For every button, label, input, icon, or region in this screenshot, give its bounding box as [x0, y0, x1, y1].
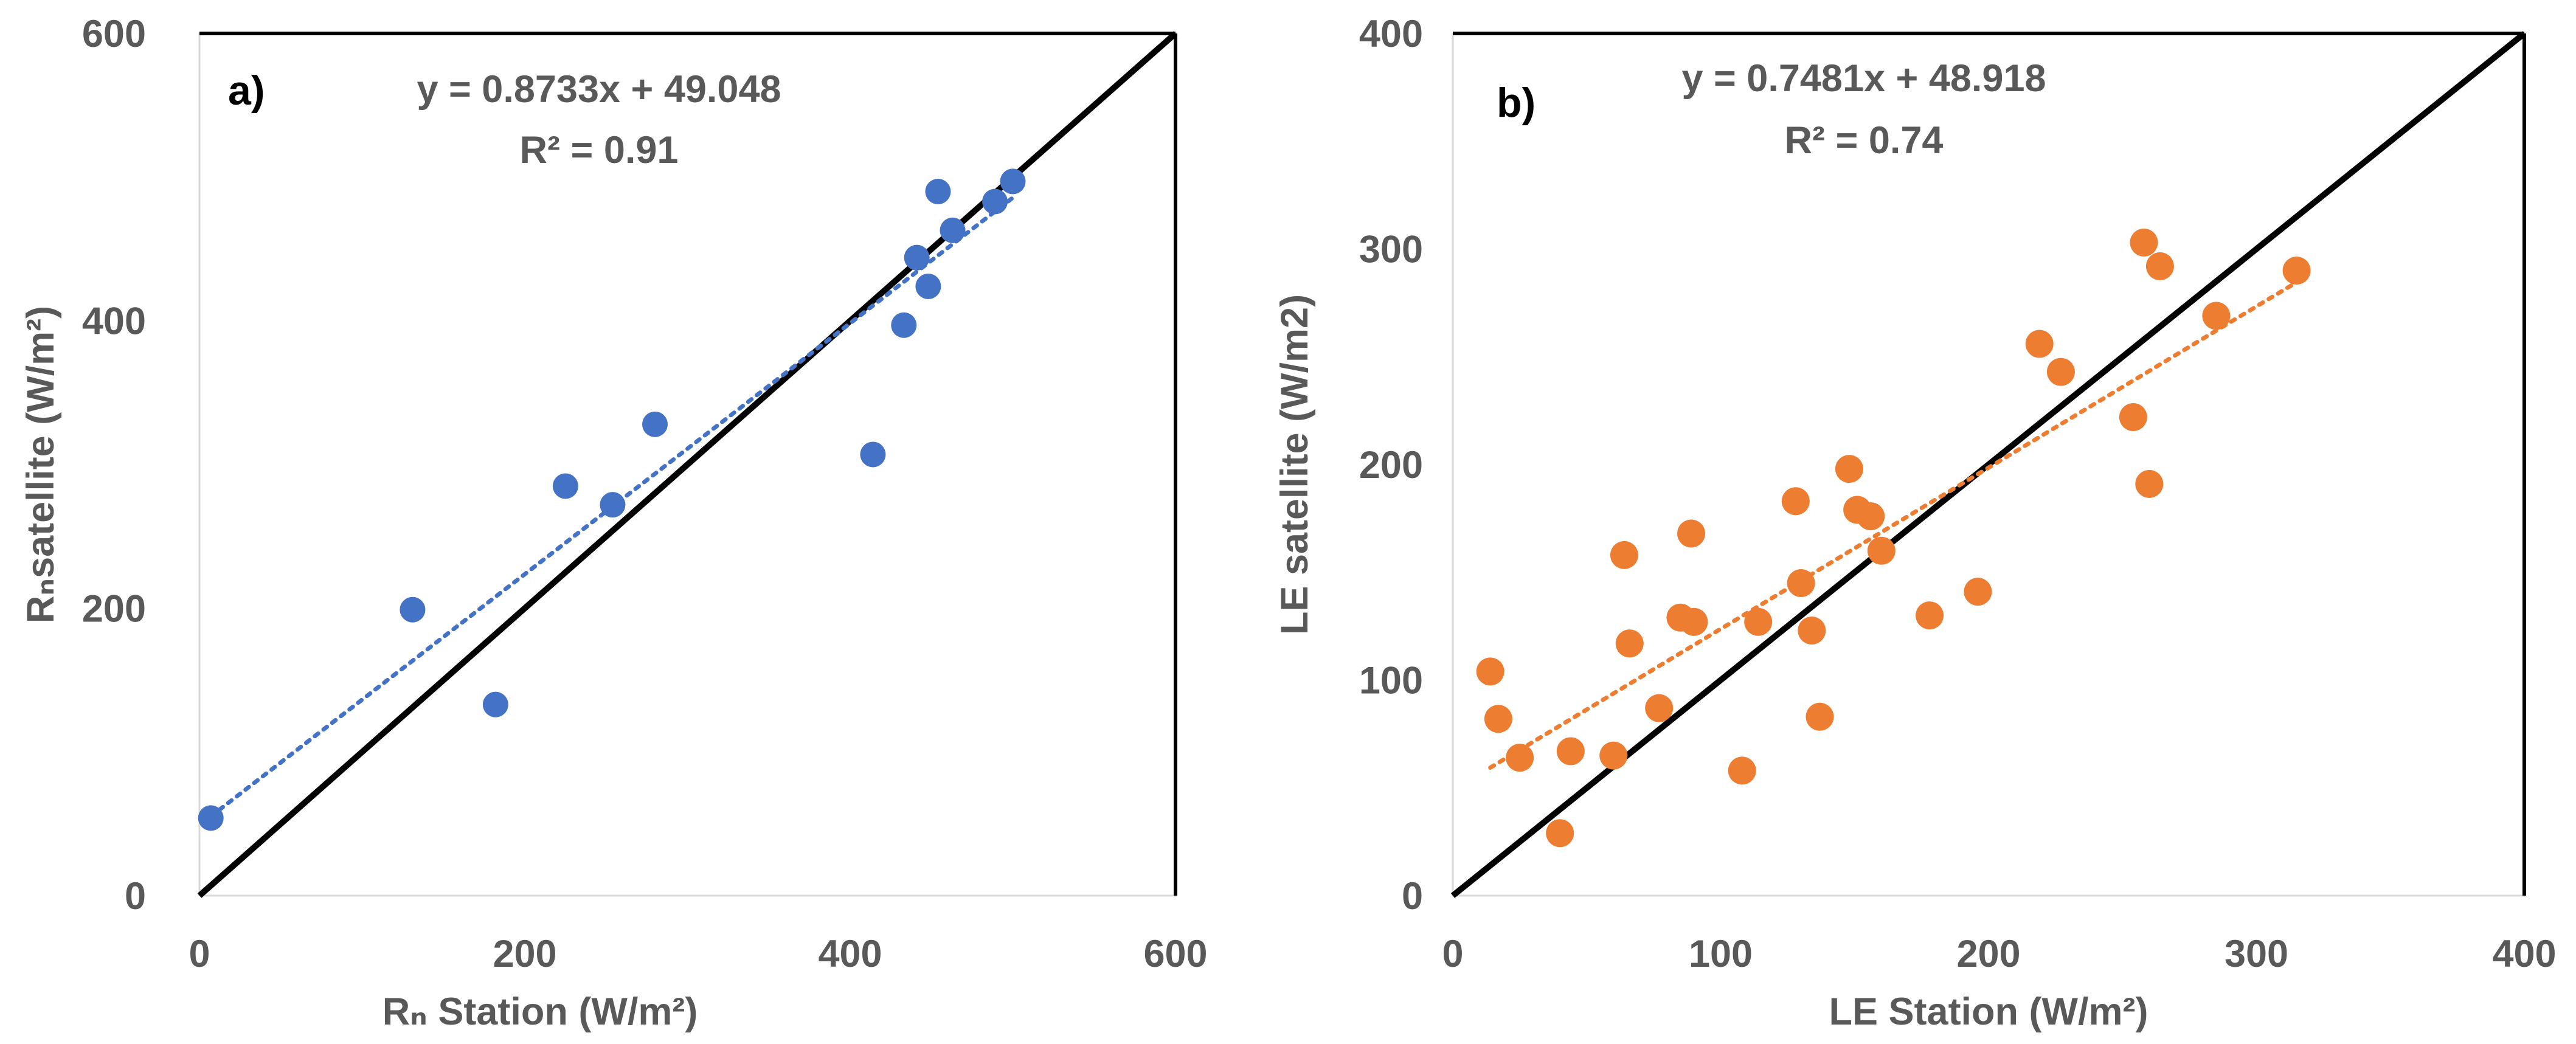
data-point	[642, 411, 668, 437]
y-tick-label: 200	[1359, 444, 1423, 486]
data-point	[600, 492, 626, 518]
x-tick-label: 300	[2225, 933, 2288, 975]
data-point	[925, 178, 951, 204]
panel-a: 0 200 400 600 0 200 400 600 a) y = 0.8733x + 4…	[19, 13, 1208, 1033]
data-point	[1680, 607, 1708, 636]
y-tick-label: 0	[1402, 875, 1423, 918]
data-point	[1964, 578, 1992, 606]
data-point	[482, 691, 508, 717]
data-point	[1867, 536, 1896, 565]
panel-label-a: a)	[228, 67, 265, 114]
panel-label-bg-a	[207, 49, 292, 140]
data-point	[2119, 403, 2147, 432]
equation-b: y = 0.7481x + 48.918	[1681, 57, 2046, 100]
x-tick-label: 0	[189, 933, 210, 975]
data-points-b	[1476, 228, 2311, 848]
x-tick-labels-b: 0 100 200 300 400	[1442, 933, 2556, 975]
trendline-b	[1488, 280, 2299, 770]
x-tick-label: 400	[2492, 933, 2556, 975]
data-point	[2282, 256, 2311, 285]
data-point	[1857, 502, 1885, 531]
data-point	[1000, 168, 1026, 195]
data-point	[1677, 519, 1706, 548]
data-point	[1806, 702, 1834, 731]
data-point	[891, 312, 917, 338]
x-tick-labels-a: 0 200 400 600	[189, 933, 1207, 975]
data-point	[2145, 252, 2174, 280]
x-tick-label: 100	[1689, 933, 1753, 975]
y-tick-label: 600	[82, 13, 146, 55]
y-axis-label-a: Rₙsatellite (W/m²)	[19, 306, 62, 623]
data-point	[1835, 455, 1863, 483]
data-point	[1556, 737, 1585, 766]
y-tick-labels-b: 0 100 200 300 400	[1359, 13, 1423, 918]
data-point	[1599, 741, 1628, 770]
y-tick-label: 200	[82, 587, 146, 630]
x-axis-label-a: Rₙ Station (W/m²)	[383, 990, 698, 1033]
data-point	[2202, 302, 2231, 330]
equation-a: y = 0.8733x + 49.048	[417, 68, 781, 111]
y-tick-label: 400	[82, 300, 146, 343]
data-point	[2130, 228, 2158, 257]
y-tick-label: 400	[1359, 13, 1423, 55]
x-tick-label: 600	[1143, 933, 1207, 975]
data-point	[1476, 657, 1504, 686]
data-point	[1615, 629, 1644, 658]
y-tick-labels-a: 0 200 400 600	[82, 13, 146, 918]
data-point	[552, 473, 578, 499]
data-point	[1610, 541, 1638, 569]
data-point	[1484, 705, 1512, 733]
data-point	[1798, 616, 1826, 645]
data-point	[915, 273, 941, 299]
x-tick-label: 0	[1442, 933, 1463, 975]
data-point	[1787, 569, 1815, 597]
y-tick-label: 0	[125, 875, 146, 918]
x-tick-label: 200	[1956, 933, 2020, 975]
data-point	[1744, 607, 1773, 636]
y-axis-label-b: LE satellite (W/m2)	[1273, 294, 1316, 635]
data-point	[1728, 756, 1756, 785]
data-point	[1781, 487, 1810, 516]
r-squared-b: R² = 0.74	[1785, 119, 1944, 162]
data-point	[1916, 601, 1944, 630]
data-points-a	[198, 168, 1026, 831]
data-point	[1546, 819, 1574, 848]
data-point	[940, 217, 966, 243]
data-point	[198, 805, 224, 831]
data-point	[1645, 694, 1674, 722]
data-point	[860, 441, 886, 468]
data-point	[2025, 330, 2054, 358]
panel-label-b: b)	[1497, 80, 1536, 126]
r-squared-a: R² = 0.91	[520, 129, 679, 171]
data-point	[1506, 744, 1534, 772]
x-tick-label: 200	[493, 933, 556, 975]
data-point	[904, 244, 930, 271]
data-point	[2046, 358, 2075, 386]
one-to-one-line-b	[1450, 31, 2527, 898]
y-tick-label: 300	[1359, 229, 1423, 271]
x-tick-label: 400	[818, 933, 882, 975]
x-axis-label-b: LE Station (W/m²)	[1829, 990, 2148, 1033]
panel-b: 0 100 200 300 400 0 100 200 300 400 b) y = 0.748…	[1273, 13, 2557, 1033]
data-point	[2135, 469, 2164, 498]
data-point	[400, 596, 426, 623]
data-point	[982, 188, 1008, 215]
y-tick-label: 100	[1359, 660, 1423, 702]
